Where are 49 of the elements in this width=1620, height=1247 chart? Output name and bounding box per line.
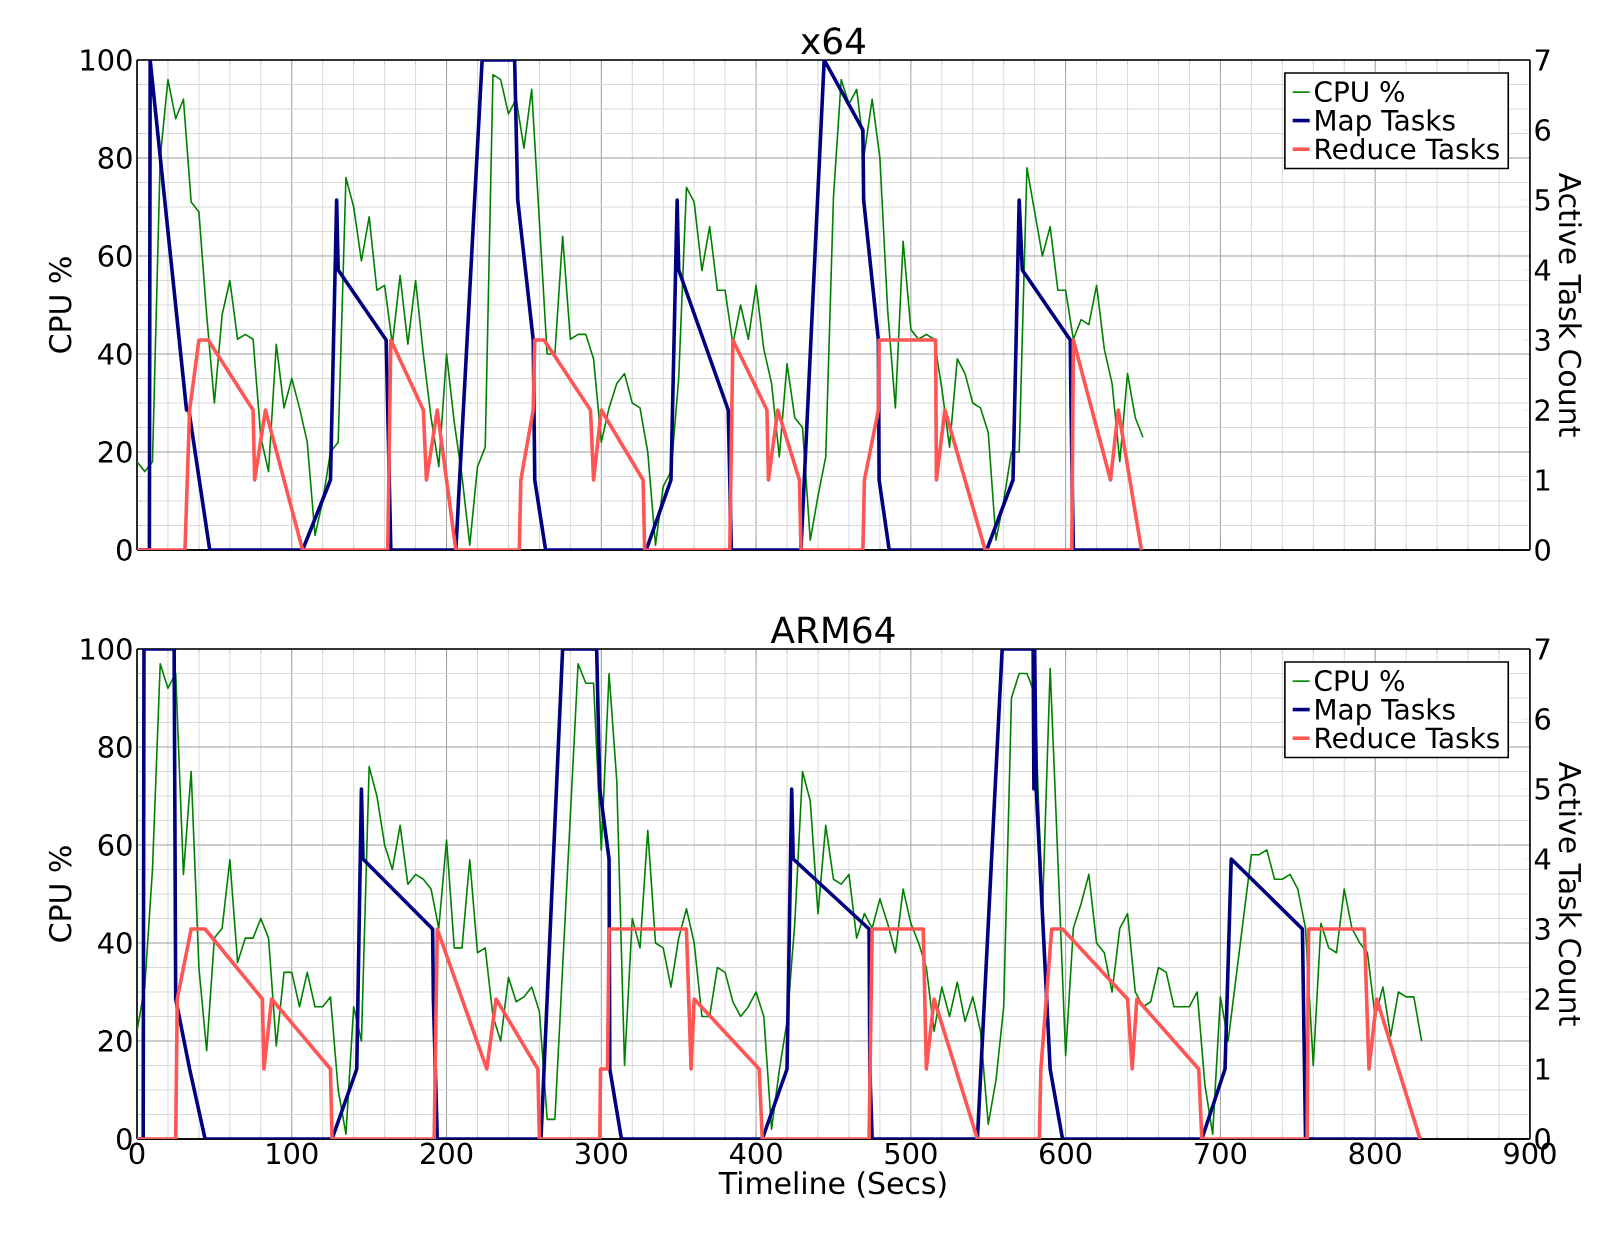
y2-tick-label: 4	[1534, 259, 1551, 281]
y-tick-label: 60	[98, 834, 132, 856]
y-tick-label: 0	[117, 539, 132, 561]
legend-label: Reduce Tasks	[1316, 137, 1499, 160]
y2-tick-label: 6	[1535, 119, 1551, 141]
x-tick-label: 100	[267, 1142, 318, 1165]
line-series	[137, 927, 1422, 1139]
y2-tick-label: 1	[1536, 1058, 1550, 1080]
x-tick-label: 300	[575, 1142, 627, 1165]
y2-tick-label: 3	[1535, 329, 1550, 351]
x-tick-label: 700	[1195, 1142, 1247, 1165]
y2-tick-label: 6	[1535, 708, 1551, 730]
y-tick-label: 20	[98, 1030, 132, 1052]
y2-axis-title: Active Task Count	[1558, 761, 1582, 1026]
legend-label: Map Tasks	[1316, 698, 1455, 726]
y2-tick-label: 2	[1535, 988, 1549, 1010]
y2-tick-label: 1	[1536, 469, 1550, 491]
y2-tick-label: 0	[1535, 539, 1550, 561]
x-tick-label: 400	[729, 1142, 782, 1165]
y2-tick-label: 7	[1535, 638, 1550, 660]
y2-tick-label: 7	[1535, 49, 1550, 71]
y-tick-label: 100	[81, 638, 132, 660]
chart-title: ARM64	[770, 616, 895, 644]
y-tick-label: 20	[98, 441, 132, 463]
y-tick-label: 40	[98, 343, 132, 365]
y-tick-label: 80	[98, 147, 132, 169]
y-tick-label: 100	[81, 49, 132, 71]
y2-tick-label: 5	[1535, 189, 1550, 211]
y-tick-label: 80	[98, 736, 132, 758]
legend-label: Map Tasks	[1316, 109, 1455, 137]
y2-tick-label: 3	[1535, 918, 1550, 940]
y2-tick-label: 4	[1534, 848, 1551, 870]
y-tick-label: 40	[98, 932, 132, 954]
legend-label: CPU %	[1315, 670, 1404, 692]
legend-label: CPU %	[1315, 81, 1404, 103]
line-series	[137, 338, 1144, 550]
chart-title: x64	[801, 27, 865, 55]
y2-tick-label: 2	[1535, 399, 1549, 421]
x-axis-title: Timeline (Secs)	[718, 1171, 946, 1198]
y2-axis-title: Active Task Count	[1558, 172, 1582, 437]
y-axis-title: CPU %	[48, 846, 72, 942]
legend-label: Reduce Tasks	[1316, 726, 1499, 749]
y2-tick-label: 5	[1535, 778, 1550, 800]
x-tick-label: 600	[1040, 1142, 1092, 1165]
x-tick-label: 200	[421, 1142, 473, 1165]
x-tick-label: 800	[1349, 1142, 1401, 1165]
y-tick-label: 60	[98, 245, 132, 267]
x-tick-label: 500	[885, 1142, 937, 1165]
y-axis-title: CPU %	[48, 257, 72, 353]
